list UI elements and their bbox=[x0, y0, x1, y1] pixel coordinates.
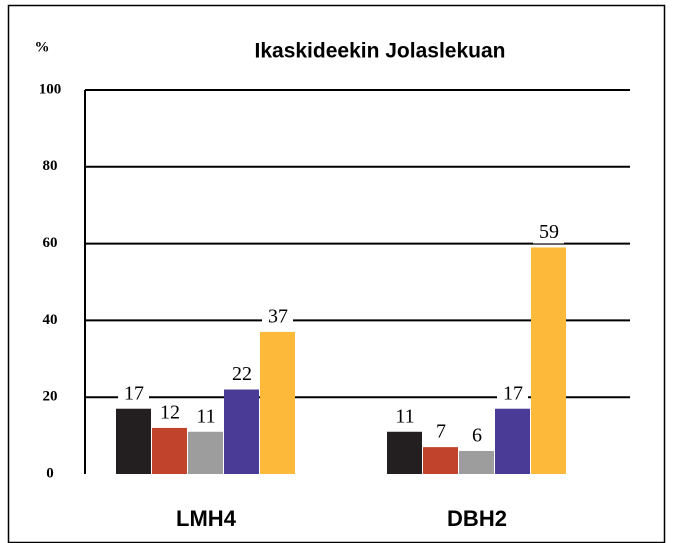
bar bbox=[224, 389, 259, 474]
value-label: 6 bbox=[472, 425, 482, 447]
value-label: 17 bbox=[503, 382, 523, 404]
value-label-bg bbox=[389, 403, 420, 428]
y-axis-label: % bbox=[35, 39, 50, 55]
y-tick-label: 0 bbox=[46, 465, 54, 481]
bar bbox=[495, 408, 530, 474]
bar bbox=[531, 247, 566, 474]
chart-title: Ikaskideekin Jolaslekuan bbox=[255, 40, 506, 63]
value-label: 22 bbox=[232, 363, 252, 385]
value-label-bg bbox=[154, 399, 185, 424]
value-label-bg bbox=[461, 422, 492, 447]
value-label: 37 bbox=[268, 306, 288, 328]
value-label: 17 bbox=[124, 382, 144, 404]
value-label: 59 bbox=[539, 221, 559, 243]
bar bbox=[423, 447, 458, 474]
value-label: 7 bbox=[436, 421, 446, 443]
bar bbox=[459, 450, 494, 474]
y-tick-label: 80 bbox=[43, 158, 58, 174]
y-tick-label: 20 bbox=[43, 389, 58, 405]
value-label-bg bbox=[533, 219, 564, 244]
bar bbox=[387, 431, 422, 474]
value-label-bg bbox=[425, 419, 456, 444]
x-tick-label: LMH4 bbox=[176, 506, 237, 531]
y-tick-label: 100 bbox=[39, 81, 62, 97]
value-label: 11 bbox=[395, 405, 414, 427]
bar bbox=[152, 427, 187, 474]
bar bbox=[260, 331, 295, 474]
value-label-bg bbox=[118, 380, 149, 405]
frame bbox=[7, 4, 666, 543]
y-tick-label: 60 bbox=[43, 235, 58, 251]
value-label-bg bbox=[262, 303, 293, 328]
value-label-bg bbox=[497, 380, 528, 405]
value-label: 11 bbox=[196, 405, 215, 427]
bar bbox=[116, 408, 151, 474]
value-label-bg bbox=[190, 403, 221, 428]
y-tick-label: 40 bbox=[43, 312, 58, 328]
value-label-bg bbox=[226, 361, 257, 386]
x-tick-label: DBH2 bbox=[447, 506, 507, 531]
bar bbox=[188, 431, 223, 474]
value-label: 12 bbox=[160, 402, 180, 424]
